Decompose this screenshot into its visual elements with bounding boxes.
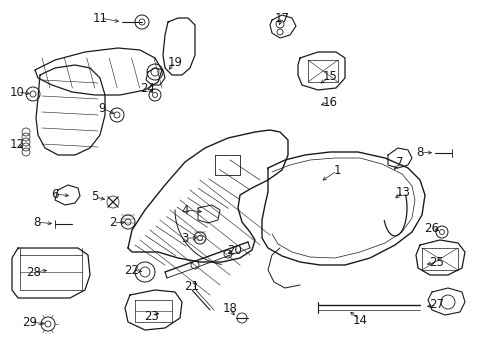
Text: 18: 18 [222, 302, 237, 315]
Text: 20: 20 [227, 243, 242, 256]
Text: 4: 4 [181, 203, 188, 216]
Text: 13: 13 [395, 185, 409, 198]
Text: 11: 11 [92, 12, 107, 24]
Text: 10: 10 [10, 85, 24, 99]
Text: 14: 14 [352, 314, 367, 327]
Text: 5: 5 [91, 190, 99, 203]
Text: 9: 9 [98, 102, 105, 114]
Text: 6: 6 [51, 188, 59, 201]
Text: 27: 27 [428, 298, 444, 311]
Text: 22: 22 [124, 264, 139, 276]
Text: 12: 12 [9, 139, 24, 152]
Text: 29: 29 [22, 315, 38, 328]
Text: 24: 24 [140, 81, 155, 94]
Text: 15: 15 [322, 71, 337, 84]
Text: 16: 16 [322, 95, 337, 108]
Text: 3: 3 [181, 231, 188, 244]
Text: 26: 26 [424, 221, 439, 234]
Text: 8: 8 [33, 216, 41, 229]
Text: 21: 21 [184, 279, 199, 292]
Text: 23: 23 [144, 310, 159, 323]
Text: 2: 2 [109, 216, 117, 230]
Text: 28: 28 [26, 266, 41, 279]
Text: 17: 17 [274, 12, 289, 24]
Text: 19: 19 [167, 55, 182, 68]
Text: 25: 25 [428, 256, 444, 269]
Text: 8: 8 [415, 145, 423, 158]
Text: 1: 1 [332, 165, 340, 177]
Text: 7: 7 [395, 157, 403, 170]
